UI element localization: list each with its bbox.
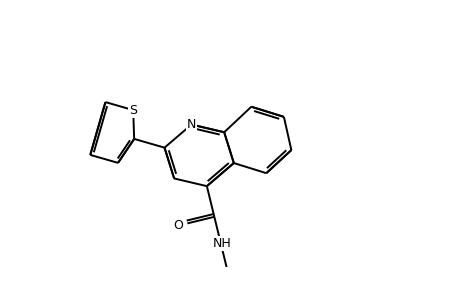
Text: N: N	[186, 118, 196, 131]
Text: O: O	[173, 219, 183, 232]
Text: NH: NH	[212, 237, 230, 250]
Text: S: S	[129, 103, 137, 117]
